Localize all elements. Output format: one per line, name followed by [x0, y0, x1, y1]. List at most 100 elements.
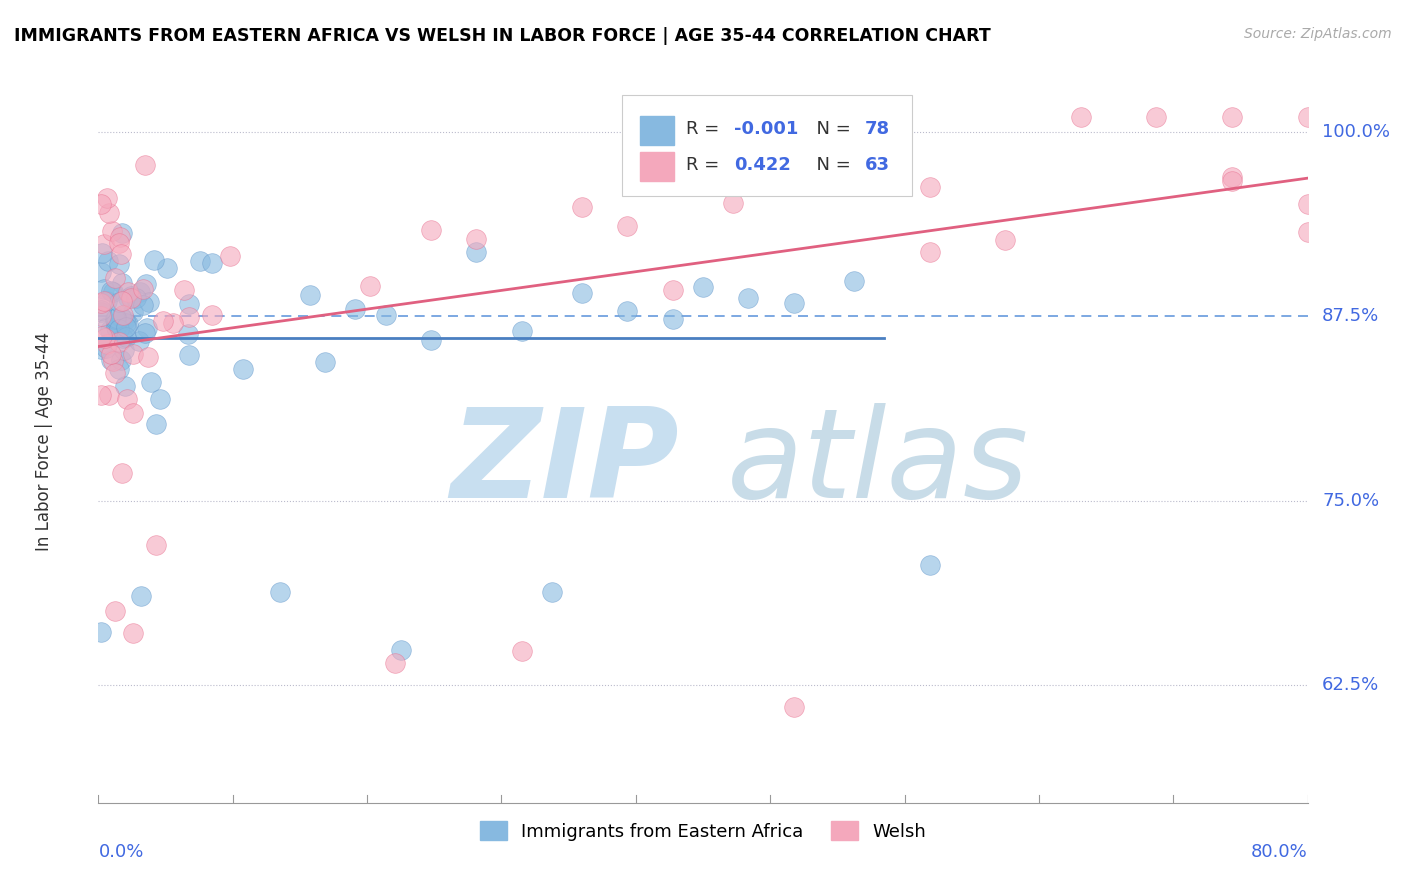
Point	[100, 285, 122, 299]
Point	[661, 283, 683, 297]
Point	[135, 277, 157, 292]
Point	[156, 261, 179, 276]
Point	[571, 200, 593, 214]
Text: R =: R =	[686, 120, 725, 137]
Point	[96, 191, 118, 205]
Point	[107, 334, 129, 349]
Text: IMMIGRANTS FROM EASTERN AFRICA VS WELSH IN LABOR FORCE | AGE 35-44 CORRELATION C: IMMIGRANTS FROM EASTERN AFRICA VS WELSH …	[14, 27, 991, 45]
Point	[125, 291, 148, 305]
Point	[145, 417, 167, 431]
Point	[112, 343, 135, 358]
Point	[114, 312, 136, 326]
Point	[131, 281, 153, 295]
Point	[100, 346, 122, 360]
Point	[101, 353, 124, 368]
Point	[162, 316, 184, 330]
Text: 63: 63	[865, 156, 890, 174]
Point	[104, 311, 127, 326]
Point	[1070, 110, 1092, 124]
Point	[110, 247, 132, 261]
Point	[90, 303, 112, 318]
FancyBboxPatch shape	[621, 95, 912, 196]
Point	[117, 285, 139, 299]
Point	[107, 257, 129, 271]
Point	[465, 232, 488, 246]
Point	[104, 271, 127, 285]
Point	[96, 293, 118, 308]
Text: N =: N =	[804, 156, 856, 174]
Point	[138, 295, 160, 310]
Point	[918, 244, 941, 259]
Point	[90, 388, 112, 402]
Point	[90, 624, 112, 639]
Text: -0.001: -0.001	[734, 120, 799, 137]
Point	[105, 317, 128, 331]
Text: 80.0%: 80.0%	[1251, 843, 1308, 861]
Point	[120, 291, 142, 305]
Point	[111, 226, 134, 240]
Point	[134, 158, 156, 172]
Point	[1296, 196, 1319, 211]
Point	[177, 297, 200, 311]
Point	[122, 347, 145, 361]
Point	[108, 230, 131, 244]
Point	[994, 233, 1017, 247]
Point	[177, 326, 200, 341]
Point	[94, 331, 117, 345]
Point	[111, 294, 134, 309]
Point	[269, 585, 291, 599]
Point	[692, 280, 714, 294]
Point	[389, 642, 412, 657]
Point	[91, 246, 114, 260]
Point	[360, 279, 382, 293]
Text: N =: N =	[804, 120, 856, 137]
Point	[384, 656, 406, 670]
Point	[149, 392, 172, 406]
Point	[179, 310, 201, 325]
Point	[98, 323, 121, 337]
Point	[110, 352, 132, 367]
Point	[90, 197, 112, 211]
Point	[173, 283, 195, 297]
Point	[117, 317, 139, 331]
Point	[232, 362, 254, 376]
Point	[93, 236, 115, 251]
Point	[571, 285, 593, 300]
Point	[510, 644, 533, 658]
Point	[723, 195, 745, 210]
Point	[101, 285, 124, 299]
Point	[90, 265, 112, 279]
Point	[93, 282, 115, 296]
Point	[420, 223, 443, 237]
Point	[108, 236, 131, 251]
Point	[844, 274, 866, 288]
Point	[97, 253, 120, 268]
Point	[115, 392, 138, 407]
Point	[132, 298, 155, 312]
Point	[110, 310, 132, 324]
Point	[918, 179, 941, 194]
Point	[201, 308, 224, 322]
Text: ZIP: ZIP	[450, 402, 679, 524]
Point	[136, 320, 159, 334]
Point	[374, 309, 396, 323]
Point	[142, 252, 165, 267]
Point	[111, 331, 134, 345]
Point	[1296, 225, 1319, 239]
Legend: Immigrants from Eastern Africa, Welsh: Immigrants from Eastern Africa, Welsh	[472, 814, 934, 848]
Point	[616, 304, 638, 318]
Point	[120, 289, 142, 303]
Text: 62.5%: 62.5%	[1322, 676, 1379, 694]
Point	[91, 329, 114, 343]
Point	[918, 558, 941, 573]
Point	[129, 285, 152, 299]
Point	[122, 406, 145, 420]
Point	[219, 249, 242, 263]
Point	[737, 291, 759, 305]
Point	[108, 362, 131, 376]
Text: atlas: atlas	[727, 402, 1029, 524]
Point	[420, 333, 443, 347]
Point	[661, 312, 683, 326]
Point	[152, 314, 174, 328]
Point	[90, 342, 112, 356]
